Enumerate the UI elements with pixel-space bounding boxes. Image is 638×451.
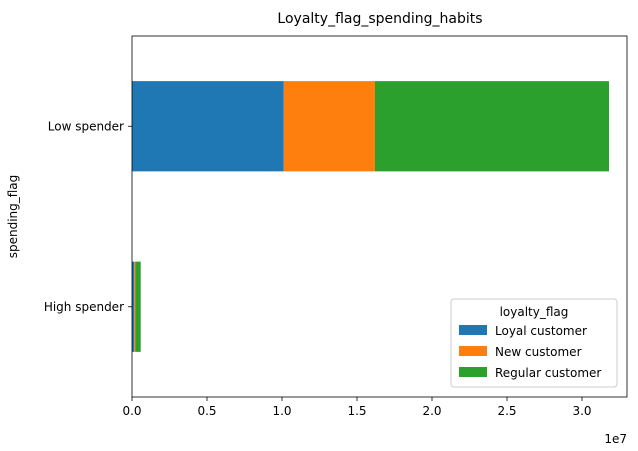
bar-high-spender-loyal-customer <box>132 261 135 352</box>
legend-swatch <box>459 346 487 356</box>
bar-low-spender-regular-customer <box>375 81 609 172</box>
y-tick-label: Low spender <box>48 119 124 133</box>
x-tick-label: 2.0 <box>422 404 441 418</box>
bar-group <box>132 81 609 352</box>
legend-label: Regular customer <box>495 366 601 380</box>
x-tick-label: 2.5 <box>497 404 516 418</box>
bar-high-spender-new-customer <box>134 261 136 352</box>
bar-high-spender-regular-customer <box>135 261 141 352</box>
legend-title: loyalty_flag <box>500 305 569 319</box>
legend-swatch <box>459 367 487 377</box>
x-tick-label: 1.0 <box>272 404 291 418</box>
legend-label: Loyal customer <box>495 324 587 338</box>
legend-swatch <box>459 325 487 335</box>
axes-group: 0.0 0.5 1.0 1.5 2.0 2.5 3.0 High spender Low spe… <box>44 35 628 418</box>
bar-low-spender-new-customer <box>283 81 375 172</box>
x-axis-offset-label: 1e7 <box>604 432 627 446</box>
plot-frame <box>131 35 628 398</box>
x-tick-label: 0.5 <box>197 404 216 418</box>
legend-box <box>450 298 618 388</box>
x-tick-label: 1.5 <box>347 404 366 418</box>
x-tick-label: 0.0 <box>122 404 141 418</box>
chart-title: Loyalty_flag_spending_habits <box>277 11 482 27</box>
y-axis-label: spending_flag <box>6 175 20 259</box>
y-tick-label: High spender <box>44 300 124 314</box>
x-tick-label: 3.0 <box>572 404 591 418</box>
legend-label: New customer <box>495 345 582 359</box>
bar-low-spender-loyal-customer <box>132 81 284 172</box>
legend: loyalty_flag Loyal customer New customer Re… <box>450 298 618 388</box>
